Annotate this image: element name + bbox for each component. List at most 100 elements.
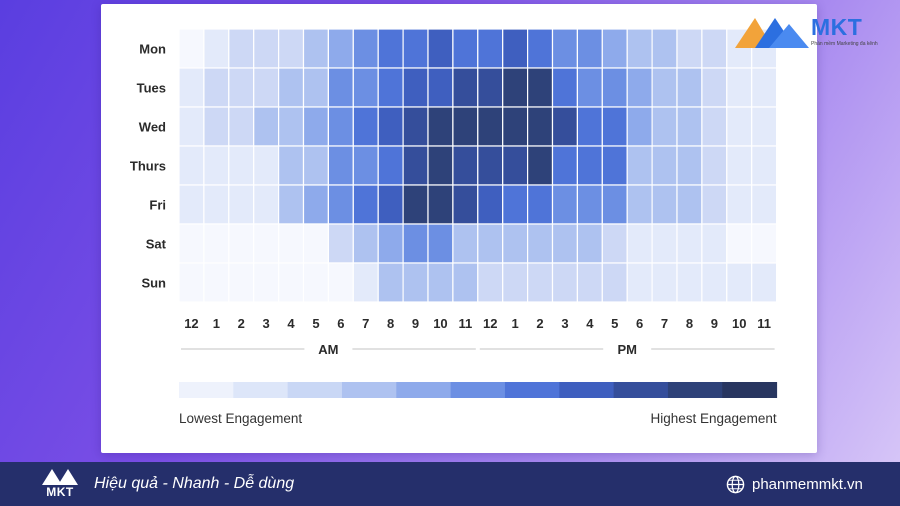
heatmap-cell xyxy=(203,67,230,108)
heatmap-cell xyxy=(278,184,305,225)
row-label: Tues xyxy=(137,81,166,96)
heatmap-cell xyxy=(601,184,628,225)
heatmap-cell xyxy=(278,28,305,69)
heatmap-cell xyxy=(352,67,379,108)
legend-swatch xyxy=(179,382,234,398)
heatmap-cell xyxy=(477,262,504,303)
heatmap-cell xyxy=(228,67,255,108)
heatmap-cell xyxy=(377,67,404,108)
heatmap-cell xyxy=(751,145,778,186)
heatmap-cell xyxy=(228,184,255,225)
column-label: 2 xyxy=(238,316,245,331)
heatmap-cell xyxy=(377,184,404,225)
row-label: Thurs xyxy=(130,159,166,174)
heatmap-cell xyxy=(601,28,628,69)
legend-max-label: Highest Engagement xyxy=(651,411,777,426)
mkt-logo[interactable]: MKT Phần mềm Marketing đa kênh xyxy=(733,12,893,62)
heatmap-cell xyxy=(203,28,230,69)
heatmap-cell xyxy=(377,28,404,69)
heatmap-cell xyxy=(751,67,778,108)
heatmap-cell xyxy=(427,184,454,225)
heatmap-cell xyxy=(477,184,504,225)
heatmap-cell xyxy=(327,145,354,186)
heatmap-cell xyxy=(527,28,554,69)
heatmap-cell xyxy=(502,262,529,303)
heatmap-cell xyxy=(402,223,429,264)
heatmap-cell xyxy=(253,106,280,147)
heatmap-cell xyxy=(302,145,329,186)
heatmap-cell xyxy=(551,106,578,147)
mkt-logo-mark-icon xyxy=(735,18,809,48)
footer-logo[interactable]: MKT xyxy=(38,467,82,503)
heatmap-cell xyxy=(302,28,329,69)
column-label: 7 xyxy=(362,316,369,331)
heatmap-cell xyxy=(527,67,554,108)
heatmap-cell xyxy=(402,67,429,108)
column-label: 5 xyxy=(611,316,618,331)
legend-swatch xyxy=(613,382,669,398)
column-label: 9 xyxy=(711,316,718,331)
heatmap-cell xyxy=(452,106,479,147)
website-link[interactable]: phanmemmkt.vn xyxy=(752,476,863,493)
heatmap-cell xyxy=(402,106,429,147)
heatmap-cell xyxy=(651,145,678,186)
heatmap-cell xyxy=(726,223,753,264)
heatmap-cell xyxy=(178,223,205,264)
column-label: 1 xyxy=(512,316,519,331)
heatmap-cell xyxy=(253,67,280,108)
heatmap-cell xyxy=(352,223,379,264)
heatmap-cell xyxy=(676,262,703,303)
legend-swatch xyxy=(233,382,289,398)
heatmap-cell xyxy=(626,106,653,147)
heatmap-cell xyxy=(601,145,628,186)
heatmap-cell xyxy=(427,28,454,69)
heatmap-cell xyxy=(302,262,329,303)
legend-min-label: Lowest Engagement xyxy=(179,411,302,426)
heatmap-cell xyxy=(327,106,354,147)
heatmap-cell xyxy=(327,184,354,225)
heatmap-cell xyxy=(253,184,280,225)
legend-swatch xyxy=(504,382,560,398)
heatmap-cell xyxy=(253,262,280,303)
heatmap-cell xyxy=(278,145,305,186)
heatmap-cell xyxy=(427,145,454,186)
heatmap-cell xyxy=(726,145,753,186)
heatmap-cell xyxy=(701,28,728,69)
row-label: Wed xyxy=(139,120,166,135)
heatmap-cell xyxy=(576,262,603,303)
column-label: 11 xyxy=(757,316,771,331)
heatmap-cell xyxy=(203,262,230,303)
heatmap-cell xyxy=(228,145,255,186)
column-label: 12 xyxy=(184,316,198,331)
group-label: PM xyxy=(617,342,637,357)
heatmap-cell xyxy=(551,223,578,264)
column-label: 2 xyxy=(536,316,543,331)
heatmap-cell xyxy=(203,145,230,186)
heatmap-cell xyxy=(452,28,479,69)
heatmap-cell xyxy=(576,106,603,147)
heatmap-cell xyxy=(626,28,653,69)
heatmap-cell xyxy=(452,223,479,264)
heatmap-cell xyxy=(751,262,778,303)
heatmap-cell xyxy=(701,67,728,108)
heatmap-cell xyxy=(278,106,305,147)
heatmap-cell xyxy=(651,262,678,303)
footer-logo-text: MKT xyxy=(46,485,74,499)
heatmap-cell xyxy=(576,223,603,264)
logo-subtitle: Phần mềm Marketing đa kênh xyxy=(811,41,878,47)
heatmap-cell xyxy=(352,184,379,225)
heatmap-cell xyxy=(178,106,205,147)
column-label: 8 xyxy=(387,316,394,331)
tagline: Hiệu quả - Nhanh - Dễ dùng xyxy=(94,475,295,492)
heatmap-cell xyxy=(178,145,205,186)
heatmap-cell xyxy=(427,262,454,303)
legend-swatch xyxy=(667,382,723,398)
heatmap-cell xyxy=(651,28,678,69)
heatmap-cell xyxy=(302,184,329,225)
column-label: 1 xyxy=(213,316,220,331)
heatmap-cell xyxy=(726,184,753,225)
heatmap-cell xyxy=(377,106,404,147)
heatmap-cell xyxy=(377,262,404,303)
heatmap-cell xyxy=(751,106,778,147)
heatmap-cell xyxy=(203,106,230,147)
